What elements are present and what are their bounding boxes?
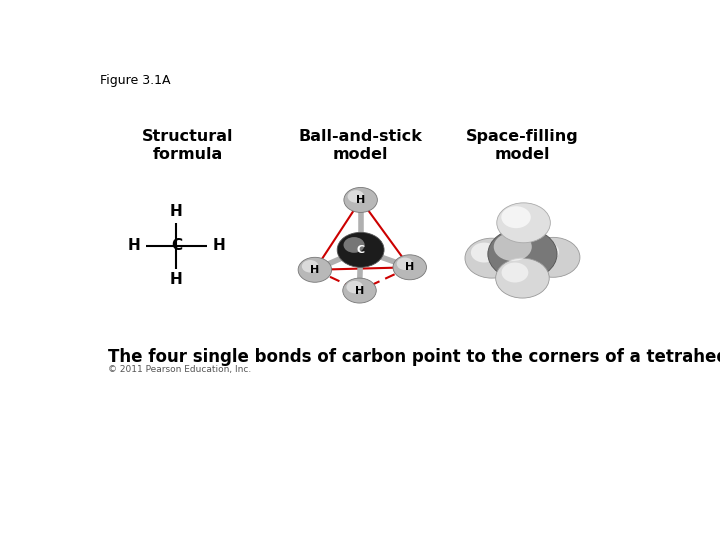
Circle shape [343, 237, 364, 253]
Text: Structural
formula: Structural formula [142, 129, 233, 161]
Circle shape [488, 228, 557, 280]
Circle shape [526, 238, 580, 277]
Circle shape [494, 233, 532, 261]
Text: Ball-and-stick
model: Ball-and-stick model [299, 129, 423, 161]
Text: The four single bonds of carbon point to the corners of a tetrahedron.: The four single bonds of carbon point to… [108, 348, 720, 366]
Circle shape [302, 260, 318, 273]
Text: © 2011 Pearson Education, Inc.: © 2011 Pearson Education, Inc. [108, 365, 251, 374]
Circle shape [348, 190, 364, 202]
Text: Figure 3.1A: Figure 3.1A [100, 74, 171, 87]
Circle shape [344, 187, 377, 212]
Text: H: H [310, 265, 320, 275]
Circle shape [465, 238, 518, 278]
Circle shape [471, 242, 498, 262]
Circle shape [298, 258, 332, 282]
Text: H: H [213, 238, 226, 253]
Circle shape [532, 242, 559, 262]
Circle shape [495, 258, 549, 298]
Text: H: H [405, 262, 414, 272]
Text: C: C [356, 245, 365, 255]
Circle shape [397, 258, 413, 270]
Text: H: H [170, 272, 183, 287]
Text: H: H [355, 286, 364, 295]
Text: C: C [171, 238, 182, 253]
Text: H: H [356, 195, 365, 205]
Circle shape [502, 262, 528, 282]
Circle shape [343, 278, 377, 303]
Circle shape [346, 281, 363, 293]
Circle shape [497, 203, 550, 243]
Circle shape [393, 255, 426, 280]
Text: H: H [127, 238, 140, 253]
Circle shape [501, 206, 531, 228]
Text: H: H [170, 204, 183, 219]
Circle shape [337, 232, 384, 267]
Text: Space-filling
model: Space-filling model [466, 129, 579, 161]
